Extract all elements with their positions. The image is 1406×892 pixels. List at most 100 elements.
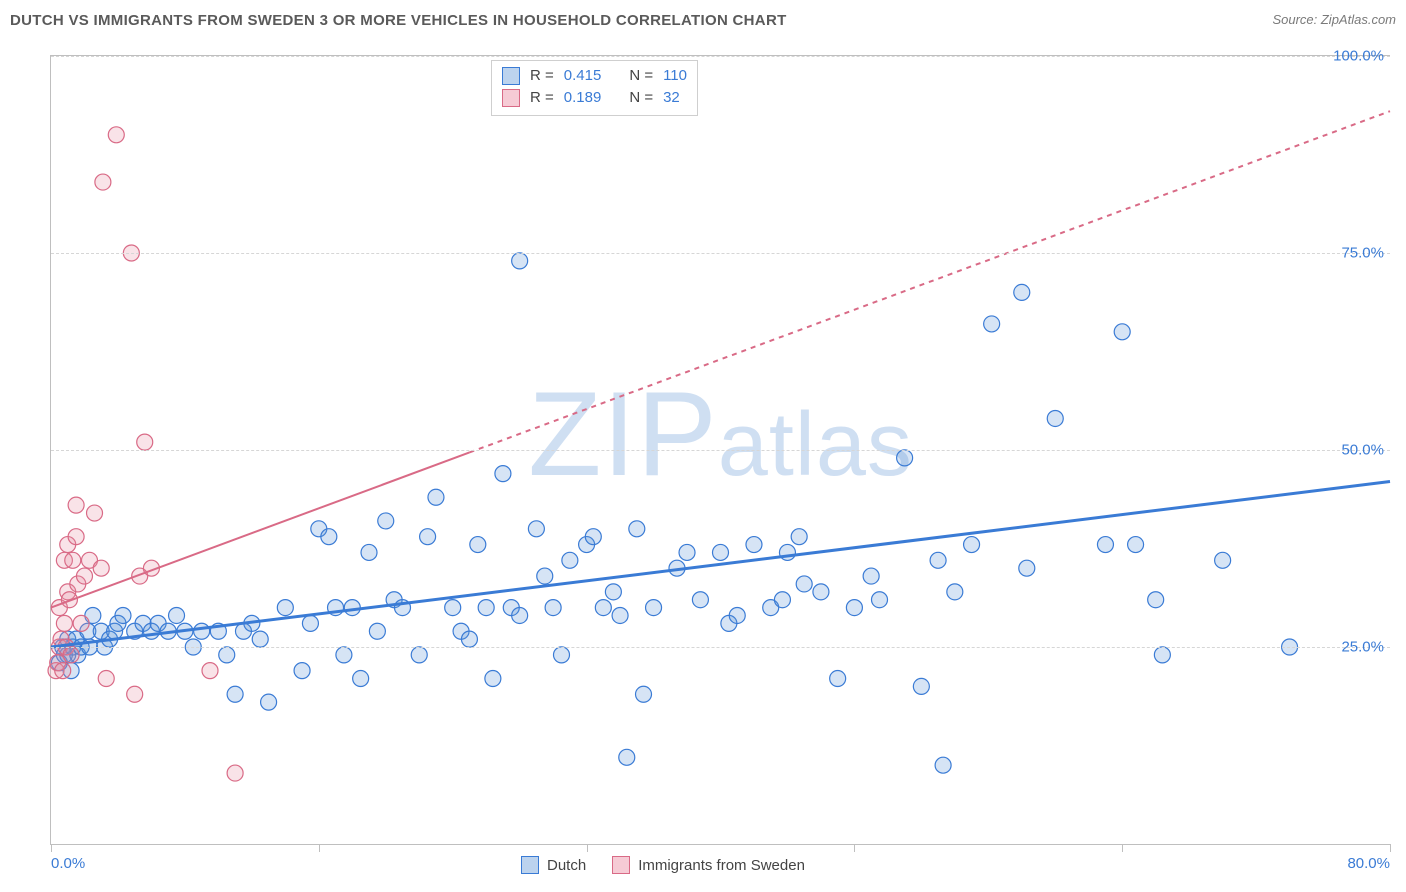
data-point	[485, 671, 501, 687]
data-point	[585, 529, 601, 545]
gridline-h	[51, 647, 1390, 648]
data-point	[528, 521, 544, 537]
data-point	[619, 749, 635, 765]
data-point	[830, 671, 846, 687]
y-tick-label: 75.0%	[1341, 245, 1384, 262]
data-point	[984, 316, 1000, 332]
data-point	[930, 552, 946, 568]
data-point	[277, 600, 293, 616]
data-point	[76, 568, 92, 584]
data-point	[68, 529, 84, 545]
data-point	[378, 513, 394, 529]
swatch-sweden	[612, 856, 630, 874]
data-point	[612, 607, 628, 623]
data-point	[219, 647, 235, 663]
data-point	[302, 615, 318, 631]
data-point	[813, 584, 829, 600]
data-point	[169, 607, 185, 623]
data-point	[411, 647, 427, 663]
legend-item-dutch: Dutch	[521, 856, 586, 874]
data-point	[445, 600, 461, 616]
data-point	[935, 757, 951, 773]
data-point	[108, 127, 124, 143]
data-point	[202, 663, 218, 679]
swatch-sweden	[502, 89, 520, 107]
legend-label: Immigrants from Sweden	[638, 857, 805, 874]
data-point	[63, 647, 79, 663]
data-point	[137, 434, 153, 450]
data-point	[336, 647, 352, 663]
data-point	[897, 450, 913, 466]
data-point	[1047, 410, 1063, 426]
data-point	[98, 671, 114, 687]
n-value: 110	[663, 65, 687, 87]
data-point	[537, 568, 553, 584]
r-label: R =	[530, 65, 554, 87]
data-point	[1215, 552, 1231, 568]
data-point	[796, 576, 812, 592]
gridline-h	[51, 253, 1390, 254]
data-point	[947, 584, 963, 600]
data-point	[127, 686, 143, 702]
trend-line	[51, 452, 469, 607]
data-point	[470, 537, 486, 553]
source-attribution: Source: ZipAtlas.com	[1272, 12, 1396, 27]
data-point	[872, 592, 888, 608]
data-point	[294, 663, 310, 679]
x-tick	[1390, 844, 1391, 852]
chart-title: DUTCH VS IMMIGRANTS FROM SWEDEN 3 OR MOR…	[10, 12, 787, 29]
plot-area: ZIPatlas R = 0.415 N = 110 R = 0.189 N =…	[50, 55, 1390, 845]
data-point	[863, 568, 879, 584]
data-point	[361, 544, 377, 560]
data-point	[428, 489, 444, 505]
x-tick-label-max: 80.0%	[1347, 855, 1390, 872]
data-point	[56, 615, 72, 631]
data-point	[261, 694, 277, 710]
x-tick-label-min: 0.0%	[51, 855, 85, 872]
data-point	[495, 466, 511, 482]
data-point	[1014, 284, 1030, 300]
data-point	[746, 537, 762, 553]
data-point	[87, 505, 103, 521]
data-point	[729, 607, 745, 623]
data-point	[68, 497, 84, 513]
data-point	[846, 600, 862, 616]
data-point	[545, 600, 561, 616]
data-point	[913, 678, 929, 694]
n-label: N =	[629, 65, 653, 87]
data-point	[115, 607, 131, 623]
n-label: N =	[629, 87, 653, 109]
legend-label: Dutch	[547, 857, 586, 874]
gridline-h	[51, 56, 1390, 57]
swatch-dutch	[502, 67, 520, 85]
data-point	[629, 521, 645, 537]
data-point	[252, 631, 268, 647]
r-value: 0.189	[564, 87, 602, 109]
x-tick	[51, 844, 52, 852]
data-point	[595, 600, 611, 616]
gridline-h	[51, 450, 1390, 451]
r-label: R =	[530, 87, 554, 109]
legend-row-sweden: R = 0.189 N = 32	[502, 87, 687, 109]
data-point	[478, 600, 494, 616]
data-point	[93, 560, 109, 576]
data-point	[636, 686, 652, 702]
data-point	[420, 529, 436, 545]
r-value: 0.415	[564, 65, 602, 87]
data-point	[774, 592, 790, 608]
series-legend: Dutch Immigrants from Sweden	[521, 856, 805, 874]
trend-line-dashed	[469, 111, 1390, 452]
data-point	[1148, 592, 1164, 608]
y-tick-label: 25.0%	[1341, 639, 1384, 656]
data-point	[562, 552, 578, 568]
x-tick	[319, 844, 320, 852]
data-point	[791, 529, 807, 545]
data-point	[95, 174, 111, 190]
data-point	[227, 765, 243, 781]
data-point	[227, 686, 243, 702]
x-tick	[854, 844, 855, 852]
data-point	[1128, 537, 1144, 553]
y-tick-label: 100.0%	[1333, 48, 1384, 65]
data-point	[1097, 537, 1113, 553]
data-point	[369, 623, 385, 639]
